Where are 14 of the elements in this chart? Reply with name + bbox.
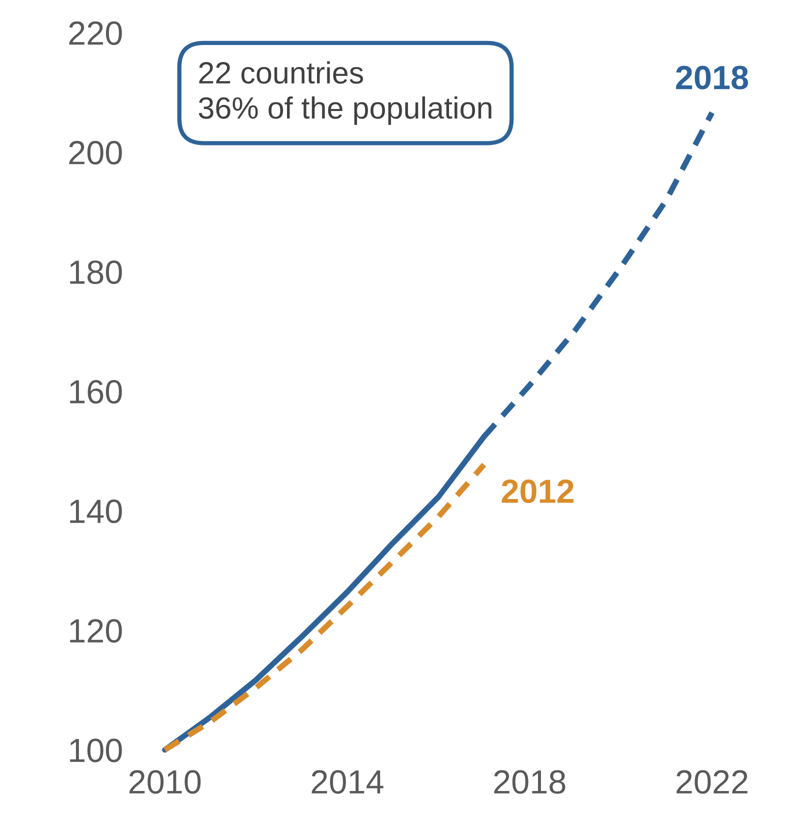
y-tick-label: 160 bbox=[70, 380, 122, 404]
y-tick-label: 140 bbox=[70, 500, 122, 524]
x-tick-label: 2010 bbox=[129, 770, 201, 794]
x-tick-label: 2014 bbox=[312, 770, 384, 794]
y-tick-label: 200 bbox=[69, 140, 122, 165]
x-tick-label: 2018 bbox=[494, 770, 566, 794]
series-label: 2018 bbox=[676, 66, 748, 90]
annotation: 22 countries 36% of the population bbox=[198, 61, 492, 125]
x-tick-label: 2022 bbox=[676, 770, 748, 794]
y-tick-label: 180 bbox=[70, 260, 122, 284]
y-tick-label: 220 bbox=[69, 21, 122, 45]
series-label: 2012 bbox=[502, 479, 574, 504]
y-tick-label: 120 bbox=[70, 619, 122, 643]
y-tick-label: 100 bbox=[70, 738, 122, 762]
